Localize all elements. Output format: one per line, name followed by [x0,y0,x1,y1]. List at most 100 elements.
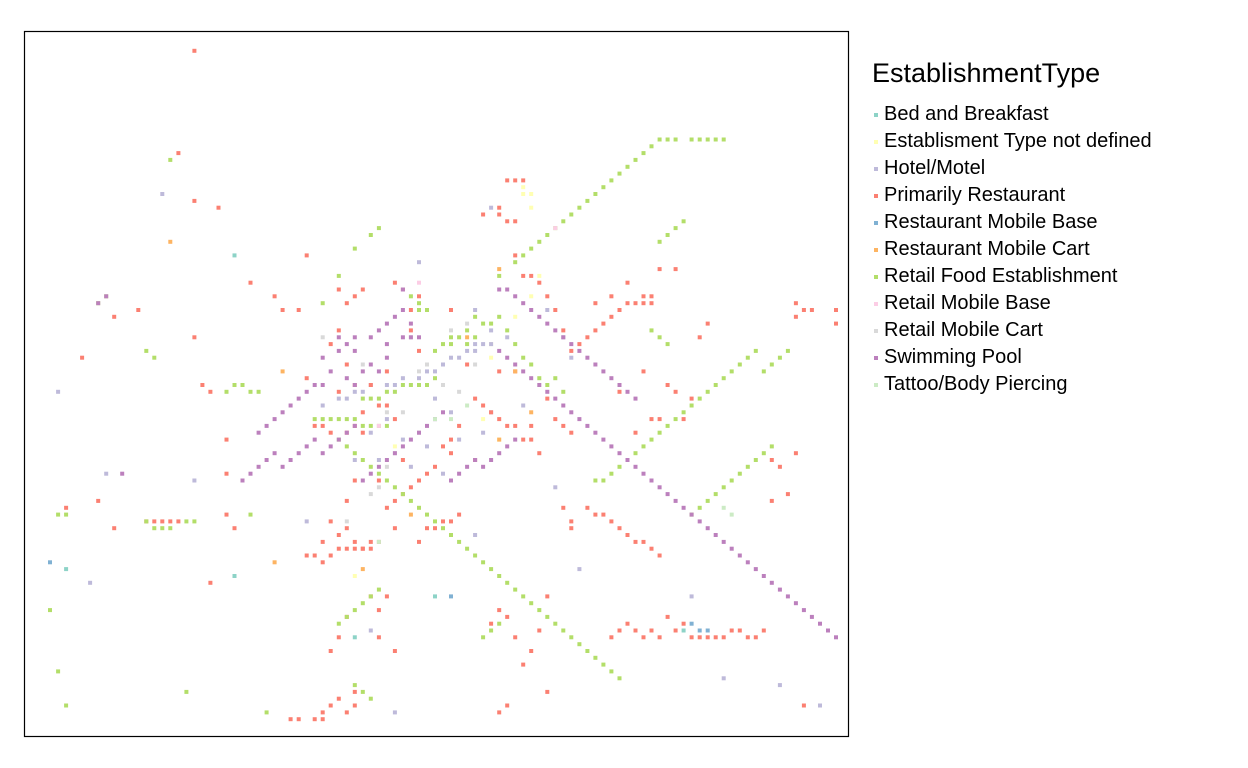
data-point [593,362,598,367]
data-point [513,342,518,347]
data-point [681,621,686,626]
data-point [545,614,550,619]
data-point [657,430,662,435]
data-point [224,471,229,476]
data-point [465,335,470,340]
data-point [192,335,197,340]
data-point [569,355,574,360]
data-point [320,301,325,306]
data-point [392,314,397,319]
data-point [280,308,285,312]
data-point [577,567,582,572]
data-point [545,689,550,694]
data-point [384,458,389,462]
data-point [425,362,429,367]
data-point [521,369,526,374]
data-point [481,464,486,469]
data-point [417,376,421,381]
legend-item: Restaurant Mobile Cart [872,236,1152,263]
data-point [529,437,534,442]
data-point [553,417,558,422]
data-point [665,137,670,142]
data-point [328,342,333,347]
data-point [368,383,373,387]
data-point [304,519,309,524]
data-point [489,628,494,633]
data-point [368,539,373,544]
data-point [417,430,421,435]
data-point [417,505,421,510]
data-point [449,308,453,312]
data-point [328,430,333,435]
data-point [368,628,373,633]
data-point [818,621,822,626]
data-point [505,355,510,360]
data-point [296,717,301,722]
data-point [352,635,357,640]
data-point [617,464,622,469]
data-point [408,485,413,490]
data-point [392,485,397,490]
data-point [521,662,526,667]
data-point [240,383,245,387]
data-point [384,417,389,422]
data-point [585,335,590,340]
data-point [473,553,478,558]
data-point [721,676,726,681]
data-point [729,546,734,551]
data-point [344,396,349,401]
legend-label: Retail Food Establishment [884,265,1118,287]
data-point [545,321,550,326]
data-point [48,608,52,613]
data-point [513,219,518,224]
data-point [553,226,558,231]
data-point [497,710,502,715]
data-point [625,164,630,169]
data-point [441,444,445,449]
data-point [529,423,534,428]
data-point [681,505,686,510]
legend-key [874,247,878,252]
data-point [232,574,237,578]
data-point [280,464,285,469]
data-point [697,137,702,142]
data-point [160,192,165,196]
data-point [569,212,574,217]
data-point [521,301,526,306]
legend-label: Restaurant Mobile Cart [884,238,1090,260]
data-point [352,348,357,353]
data-point [368,594,373,599]
data-point [449,355,453,360]
data-point [497,369,502,374]
data-point [665,383,670,387]
data-point [745,560,750,565]
data-point [681,410,686,415]
data-point [433,526,437,531]
data-point [288,458,293,462]
data-point [192,519,197,524]
data-point [649,417,654,422]
data-point [609,444,614,449]
data-point [593,430,598,435]
legend-item: Retail Food Establishment [872,263,1152,290]
data-point [473,348,478,353]
legend-key [874,193,878,198]
data-point [344,430,349,435]
legend-label: Swimming Pool [884,346,1022,368]
data-point [617,389,622,394]
data-point [96,301,101,306]
data-point [465,546,470,551]
data-point [441,519,445,524]
data-point [400,376,405,381]
data-point [609,376,614,381]
data-point [641,294,646,299]
legend: EstablishmentType Bed and Breakfast Estab… [872,58,1152,398]
data-point [433,376,437,381]
data-point [368,396,373,401]
data-point [344,342,349,347]
data-point [344,376,349,381]
data-point [593,328,598,333]
data-point [657,267,662,272]
data-point [152,355,157,360]
data-point [360,567,365,572]
